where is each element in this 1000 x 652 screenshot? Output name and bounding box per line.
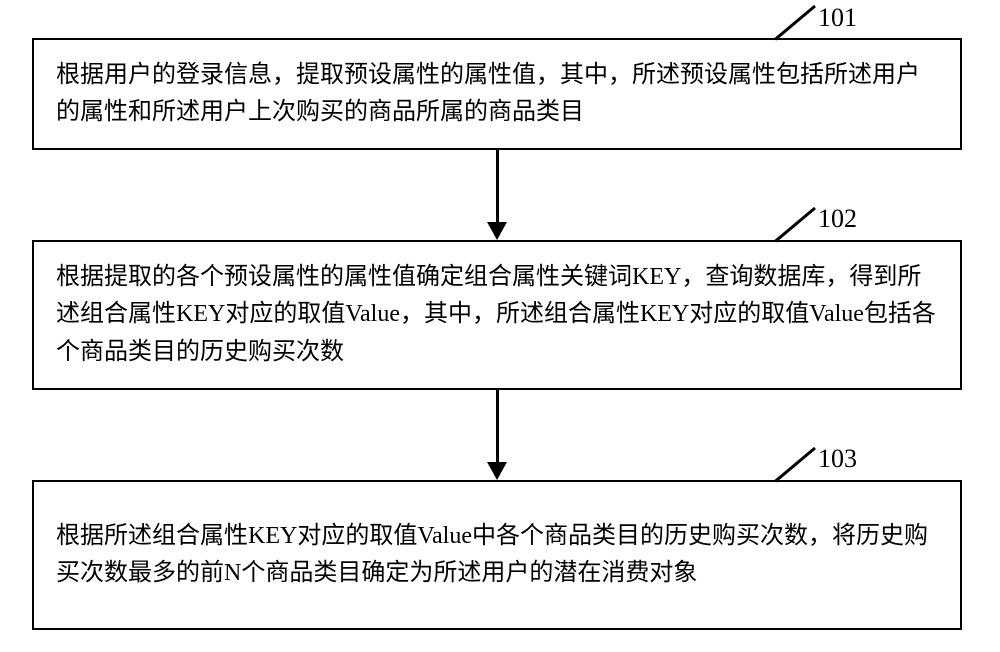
arrow-head-icon — [487, 222, 507, 240]
step-text: 根据提取的各个预设属性的属性值确定组合属性关键词KEY，查询数据库，得到所述组合… — [56, 259, 938, 371]
leader-line — [774, 5, 815, 40]
step-label-step2: 102 — [818, 204, 857, 234]
leader-line — [774, 207, 815, 242]
flow-step-step3: 根据所述组合属性KEY对应的取值Value中各个商品类目的历史购买次数，将历史购… — [32, 480, 962, 630]
step-text: 根据所述组合属性KEY对应的取值Value中各个商品类目的历史购买次数，将历史购… — [56, 518, 938, 592]
leader-line — [774, 447, 815, 482]
arrow-line — [496, 390, 499, 462]
step-label-step3: 103 — [818, 444, 857, 474]
flow-step-step1: 根据用户的登录信息，提取预设属性的属性值，其中，所述预设属性包括所述用户的属性和… — [32, 38, 962, 150]
flow-step-step2: 根据提取的各个预设属性的属性值确定组合属性关键词KEY，查询数据库，得到所述组合… — [32, 240, 962, 390]
arrow-head-icon — [487, 462, 507, 480]
arrow-line — [496, 150, 499, 222]
step-text: 根据用户的登录信息，提取预设属性的属性值，其中，所述预设属性包括所述用户的属性和… — [56, 57, 938, 131]
flowchart-container: 根据用户的登录信息，提取预设属性的属性值，其中，所述预设属性包括所述用户的属性和… — [0, 0, 1000, 652]
step-label-step1: 101 — [818, 3, 857, 33]
